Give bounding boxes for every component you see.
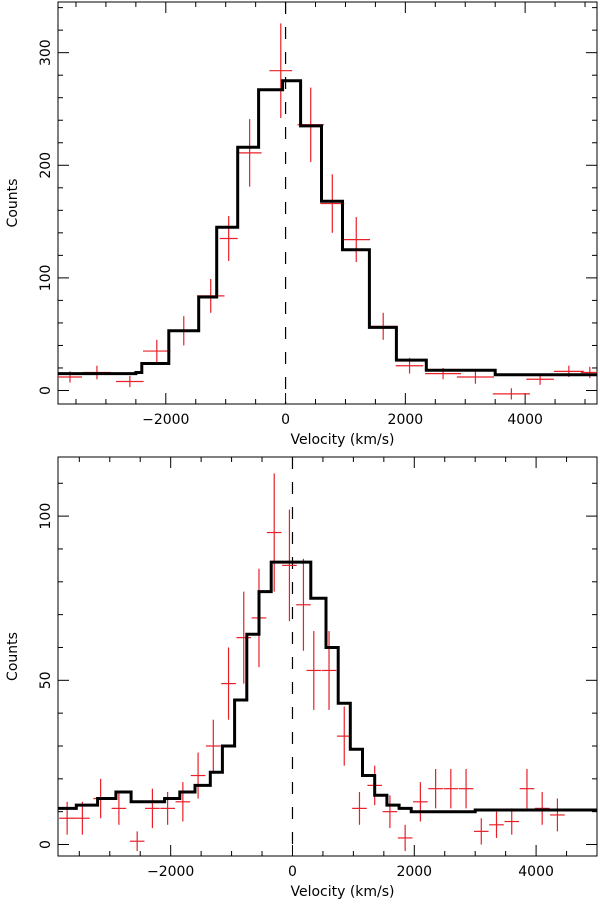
data-point [458,768,474,809]
x-tick-label: −2000 [147,864,194,880]
model-step-line [58,79,597,377]
data-point [160,791,175,825]
data-point [221,647,236,720]
data-point [75,801,90,835]
data-point [219,215,238,261]
data-point [504,808,520,835]
x-axis-title: Velocity (km/s) [290,432,394,448]
data-point [282,509,297,622]
data-point [111,791,127,825]
data-point [580,366,597,379]
data-point [269,23,293,118]
data-point [145,788,160,829]
data-point [413,782,428,822]
y-axis-title: Counts [5,179,21,228]
data-point [237,119,262,187]
y-tick-label: 0 [38,840,54,849]
data-point [320,174,345,233]
y-tick-label: 0 [38,386,54,395]
plot-frame [57,1,598,405]
x-tick-label: 2000 [388,412,424,428]
data-point [205,719,221,773]
data-point [236,591,252,684]
data-point [190,752,206,799]
x-tick-label: 0 [288,864,297,880]
data-point [397,824,413,852]
y-tick-label: 100 [38,265,54,292]
data-point [489,811,504,838]
data-point [296,558,311,651]
data-point [456,370,494,384]
data-point [519,768,535,809]
data-point [492,388,530,400]
data-point [321,631,337,710]
y-tick-label: 100 [38,503,54,530]
data-point [266,473,282,592]
plot-area [58,2,597,404]
data-point [116,375,144,388]
data-point [175,782,191,822]
data-point [428,768,443,809]
data-point [306,631,322,710]
data-point [473,818,489,845]
data-point [342,217,371,263]
model-step-line [58,560,597,814]
data-point [352,791,367,825]
data-point [129,831,145,852]
plot-frame [57,456,598,857]
y-tick-label: 300 [38,39,54,66]
data-point [534,791,550,825]
x-tick-label: 2000 [396,864,432,880]
y-axis-title: Counts [5,632,21,681]
data-point [550,798,565,832]
x-tick-label: −2000 [142,412,189,428]
chart-panel-2: −2000 0 2000 4000 0 50 100 Velocity (km/s) Count… [5,456,598,900]
plot-area [58,457,597,856]
x-tick-label: 0 [281,412,290,428]
x-tick-label: 4000 [507,412,543,428]
data-point [443,768,459,809]
data-point [59,801,76,835]
x-tick-label: 4000 [518,864,554,880]
x-axis-title: Velocity (km/s) [290,884,394,900]
y-tick-label: 50 [38,671,54,689]
data-point [143,339,171,363]
data-point [382,795,398,829]
chart-panel-1: −2000 0 2000 4000 0 100 200 300 Velocity (km/s) C… [5,1,598,448]
y-tick-label: 200 [38,152,54,179]
